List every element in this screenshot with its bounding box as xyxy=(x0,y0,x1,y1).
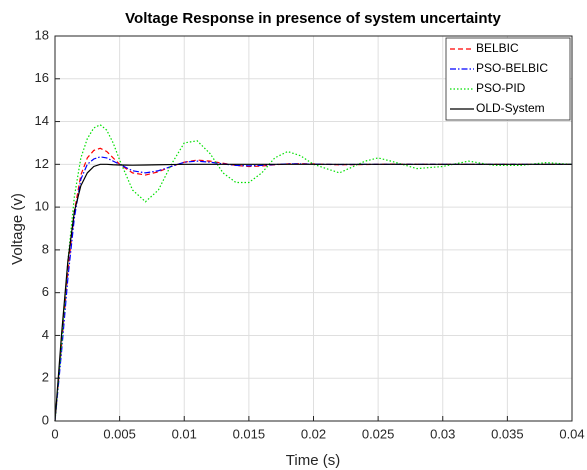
axes-frame xyxy=(54,35,573,422)
data-line xyxy=(54,124,573,422)
x-tick-label: 0.025 xyxy=(362,426,395,441)
data-line xyxy=(54,163,572,422)
x-tick-label: 0 xyxy=(51,426,58,441)
legend-box xyxy=(445,37,571,121)
legend-label: PSO-PID xyxy=(476,81,526,95)
x-tick-label: 0.01 xyxy=(172,426,197,441)
x-tick-label: 0.005 xyxy=(103,426,136,441)
y-tick-label: 8 xyxy=(42,241,49,256)
y-tick-label: 18 xyxy=(35,27,49,42)
legend-label: BELBIC xyxy=(476,41,519,55)
y-tick-label: 16 xyxy=(35,70,49,85)
legend: BELBIC PSO-BELBIC PSO-PID OLD-System xyxy=(445,37,571,121)
legend-label: OLD-System xyxy=(476,101,545,115)
y-tick-label: 10 xyxy=(35,199,49,214)
chart-title: Voltage Response in presence of system u… xyxy=(125,10,501,27)
x-tick-label: 0.015 xyxy=(233,426,266,441)
x-tick-label: 0.02 xyxy=(301,426,326,441)
x-tick-label: 0.035 xyxy=(491,426,524,441)
y-tick-label: 2 xyxy=(42,370,49,385)
y-tick-label: 14 xyxy=(35,113,49,128)
data-line xyxy=(54,156,572,422)
y-tick-label: 4 xyxy=(42,327,49,342)
y-tick-label: 12 xyxy=(35,156,49,171)
x-tick-label: 0.03 xyxy=(430,426,455,441)
y-tick-label: 0 xyxy=(42,412,49,427)
x-tick-label: 0.04 xyxy=(559,426,584,441)
x-axis-label: Time (s) xyxy=(286,452,340,469)
y-axis-label: Voltage (v) xyxy=(9,193,26,265)
legend-label: PSO-BELBIC xyxy=(476,61,548,75)
y-tick-label: 6 xyxy=(42,284,49,299)
